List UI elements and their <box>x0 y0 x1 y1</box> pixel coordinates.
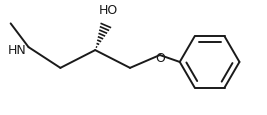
Text: HN: HN <box>8 43 26 56</box>
Text: HO: HO <box>99 4 119 17</box>
Text: O: O <box>155 51 165 64</box>
